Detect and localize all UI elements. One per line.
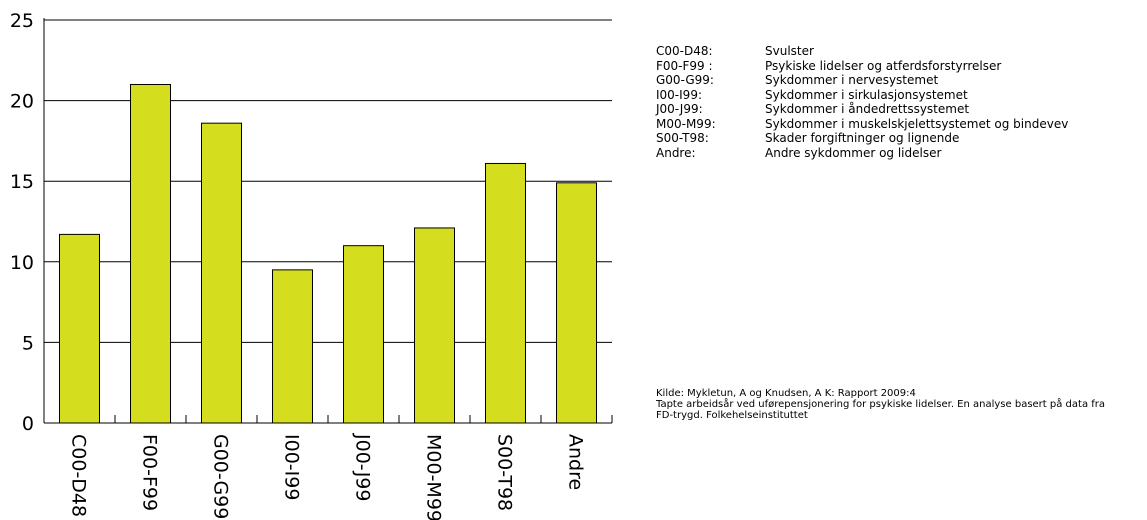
x-tick-label: Andre: [565, 434, 587, 490]
legend-label: Psykiske lidelser og atferdsforstyrrelse…: [765, 58, 1002, 73]
x-tick-label: S00-T98: [494, 434, 516, 511]
legend-label: Skader forgiftninger og lignende: [765, 131, 960, 145]
legend-label: Svulster: [765, 44, 814, 58]
legend-row: F00-F99 : Psykiske lidelser og atferdsfo…: [656, 59, 1068, 74]
legend-code: J00-J99:: [656, 102, 703, 116]
x-tick-label: I00-I99: [281, 434, 303, 500]
legend-code: C00-D48:: [656, 44, 713, 58]
x-tick-label: F00-F99: [139, 434, 161, 511]
bar: [556, 182, 597, 424]
y-tick-label: 10: [10, 252, 34, 274]
source-line: Kilde: Mykletun, A og Knudsen, A K: Rapp…: [656, 388, 916, 399]
y-tick-label: 25: [10, 10, 34, 32]
bar: [343, 245, 384, 424]
x-tick-label: J00-J99: [352, 433, 374, 501]
x-tick-label: C00-D48: [68, 434, 90, 517]
source-line: Tapte arbeidsår ved uførepensjonering fo…: [656, 399, 1106, 410]
legend-label: Sykdommer i åndedrettssystemet: [765, 102, 970, 116]
legend-row: J00-J99: Sykdommer i åndedrettssystemet: [656, 102, 1068, 117]
legend-row: Andre: Andre sykdommer og lidelser: [656, 146, 1068, 161]
legend-label: Sykdommer i muskelskjelettsystemet og bi…: [765, 116, 1069, 131]
legend-row: C00-D48: Svulster: [656, 44, 1068, 59]
legend-code: F00-F99 :: [656, 58, 713, 73]
legend-label: Andre sykdommer og lidelser: [765, 145, 942, 160]
bar: [201, 122, 242, 424]
bar: [59, 233, 100, 424]
y-tick-label: 15: [10, 171, 34, 193]
legend-code: M00-M99:: [656, 116, 716, 131]
legend-code: S00-T98:: [656, 131, 709, 145]
bar: [414, 227, 455, 424]
bar: [485, 162, 526, 424]
y-tick-label: 5: [22, 332, 34, 354]
bar-chart: 0 5 10 15 20 25 C00-D48 F00-F99 G00-G99 I00-I99 J0…: [10, 10, 613, 520]
bar: [130, 83, 171, 424]
legend-label: Sykdommer i sirkulasjonsystemet: [765, 87, 968, 102]
bar: [272, 269, 313, 424]
legend-row: G00-G99: Sykdommer i nervesystemet: [656, 73, 1068, 88]
x-tick-label: G00-G99: [210, 434, 232, 519]
legend-row: S00-T98: Skader forgiftninger og lignend…: [656, 131, 1068, 146]
legend-row: I00-I99: Sykdommer i sirkulasjonsystemet: [656, 88, 1068, 103]
x-tick-label: M00-M99: [423, 434, 445, 520]
y-tick-label: 20: [10, 91, 34, 113]
legend-code: I00-I99:: [656, 87, 702, 102]
legend-code: Andre:: [656, 145, 696, 160]
source-line: FD-trygd. Folkehelseinstituttet: [656, 410, 808, 421]
legend-row: M00-M99: Sykdommer i muskelskjelettsyste…: [656, 117, 1068, 132]
y-tick-label: 0: [22, 413, 34, 435]
legend: C00-D48: Svulster F00-F99 : Psykiske lid…: [656, 44, 1068, 160]
source-note: Kilde: Mykletun, A og Knudsen, A K: Rapp…: [656, 388, 1144, 421]
legend-label: Sykdommer i nervesystemet: [765, 73, 939, 87]
legend-code: G00-G99:: [656, 73, 714, 87]
